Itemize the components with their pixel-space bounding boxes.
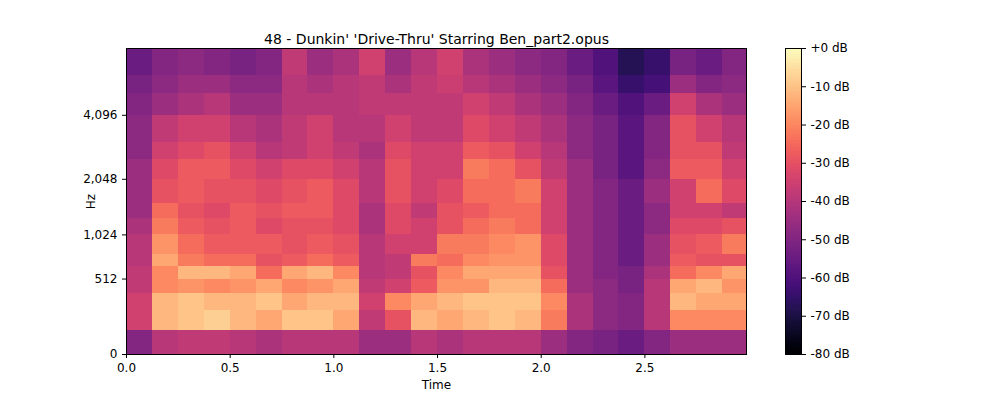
svg-text:-20 dB: -20 dB — [811, 118, 850, 132]
svg-text:-50 dB: -50 dB — [811, 233, 850, 247]
svg-text:-10 dB: -10 dB — [811, 80, 850, 94]
svg-text:2.5: 2.5 — [635, 361, 654, 375]
svg-text:512: 512 — [95, 272, 118, 286]
svg-text:2,048: 2,048 — [83, 172, 117, 186]
svg-text:-40 dB: -40 dB — [811, 194, 850, 208]
svg-text:1.0: 1.0 — [324, 361, 343, 375]
svg-text:-60 dB: -60 dB — [811, 271, 850, 285]
svg-text:0.5: 0.5 — [221, 361, 240, 375]
svg-text:-70 dB: -70 dB — [811, 309, 850, 323]
svg-text:2.0: 2.0 — [532, 361, 551, 375]
svg-text:0.0: 0.0 — [117, 361, 136, 375]
svg-text:1.5: 1.5 — [428, 361, 447, 375]
svg-text:0: 0 — [110, 347, 118, 361]
svg-text:Hz: Hz — [84, 194, 98, 209]
svg-text:48 - Dunkin' 'Drive-Thru' Star: 48 - Dunkin' 'Drive-Thru' Starring Ben_p… — [264, 31, 609, 47]
svg-text:-30 dB: -30 dB — [811, 156, 850, 170]
svg-text:4,096: 4,096 — [83, 108, 117, 122]
svg-text:-80 dB: -80 dB — [811, 347, 850, 361]
svg-text:Time: Time — [421, 378, 451, 392]
svg-text:+0 dB: +0 dB — [811, 41, 848, 55]
svg-text:1,024: 1,024 — [83, 228, 117, 242]
